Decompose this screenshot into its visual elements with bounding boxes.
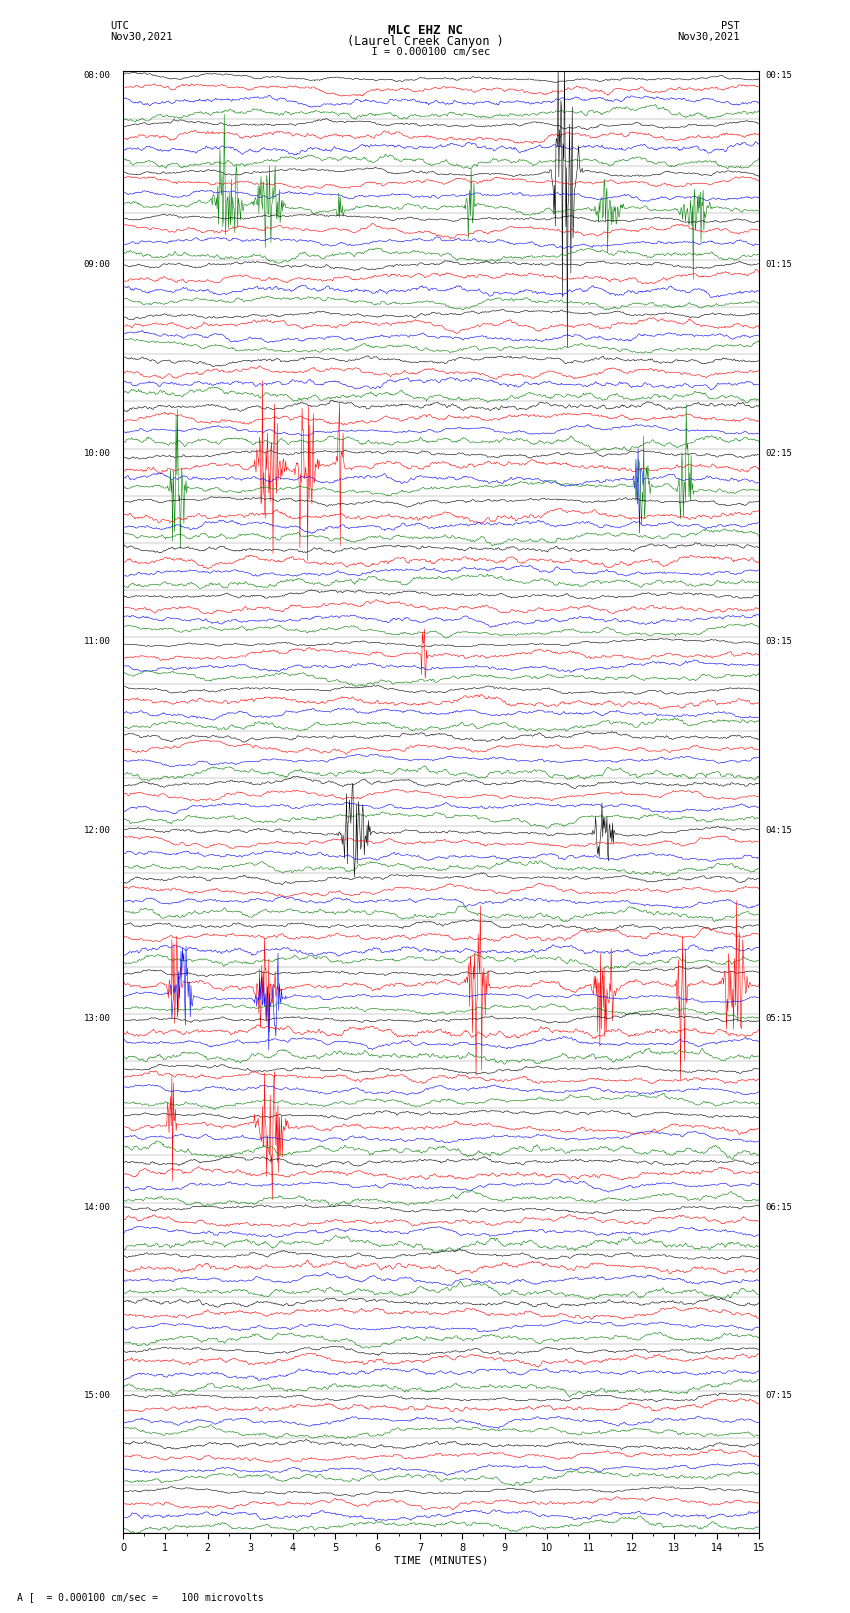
Text: 01:15: 01:15 [765,260,792,269]
Text: 11:00: 11:00 [83,637,110,647]
Text: 03:15: 03:15 [765,637,792,647]
Text: I = 0.000100 cm/sec: I = 0.000100 cm/sec [360,47,490,56]
Text: PST: PST [721,21,740,31]
Text: UTC: UTC [110,21,129,31]
Text: A [  = 0.000100 cm/sec =    100 microvolts: A [ = 0.000100 cm/sec = 100 microvolts [17,1592,264,1602]
Text: 13:00: 13:00 [83,1015,110,1023]
Text: 07:15: 07:15 [765,1390,792,1400]
Text: Nov30,2021: Nov30,2021 [677,32,740,42]
Text: 04:15: 04:15 [765,826,792,834]
Text: 05:15: 05:15 [765,1015,792,1023]
X-axis label: TIME (MINUTES): TIME (MINUTES) [394,1557,488,1566]
Text: (Laurel Creek Canyon ): (Laurel Creek Canyon ) [347,35,503,48]
Text: MLC EHZ NC: MLC EHZ NC [388,24,462,37]
Text: 12:00: 12:00 [83,826,110,834]
Text: 10:00: 10:00 [83,448,110,458]
Text: 09:00: 09:00 [83,260,110,269]
Text: 15:00: 15:00 [83,1390,110,1400]
Text: 06:15: 06:15 [765,1203,792,1211]
Text: 08:00: 08:00 [83,71,110,81]
Text: 14:00: 14:00 [83,1203,110,1211]
Text: 00:15: 00:15 [765,71,792,81]
Text: 02:15: 02:15 [765,448,792,458]
Text: Nov30,2021: Nov30,2021 [110,32,173,42]
